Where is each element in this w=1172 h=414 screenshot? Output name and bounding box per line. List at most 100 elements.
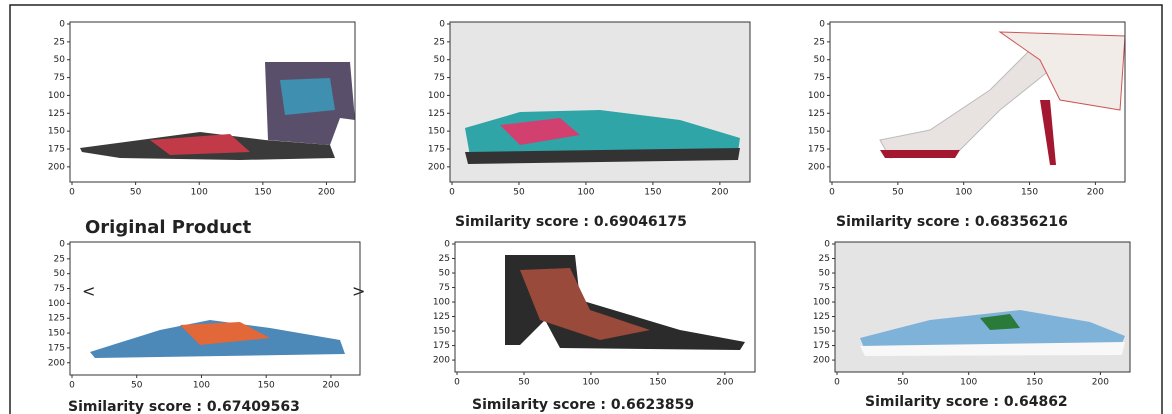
y-tick-label: 25 (54, 254, 65, 264)
x-tick-label: 100 (577, 188, 594, 198)
shoe (880, 40, 1050, 158)
y-tick-label: 50 (814, 55, 826, 65)
nav-next[interactable]: > (352, 282, 365, 301)
x-tick-label: 150 (644, 188, 661, 198)
x-tick-label: 100 (191, 188, 208, 198)
y-tick-label: 50 (54, 269, 66, 279)
x-tick-label: 100 (193, 381, 210, 391)
y-tick-label: 50 (439, 269, 451, 279)
y-tick-label: 200 (48, 358, 65, 368)
y-tick-label: 100 (433, 298, 450, 308)
caption: Similarity score : 0.64862 (865, 394, 1068, 410)
y-tick-label: 125 (433, 312, 450, 322)
y-tick-label: 25 (819, 254, 830, 264)
x-tick-label: 0 (69, 188, 75, 198)
y-tick-label: 150 (48, 329, 65, 339)
y-tick-label: 200 (428, 162, 445, 172)
x-tick-label: 50 (131, 381, 143, 391)
y-tick-label: 125 (48, 314, 65, 324)
caption: Similarity score : 0.69046175 (455, 214, 687, 230)
x-tick-label: 200 (1092, 378, 1109, 388)
x-tick-label: 150 (1021, 188, 1038, 198)
x-tick-label: 200 (711, 188, 728, 198)
x-tick-label: 0 (829, 188, 835, 198)
y-tick-label: 150 (808, 127, 825, 137)
heel (1040, 100, 1056, 165)
y-tick-label: 125 (813, 312, 830, 322)
nav-prev[interactable]: < (82, 282, 95, 301)
y-tick-label: 100 (808, 91, 825, 101)
caption: Similarity score : 0.6623859 (472, 397, 694, 413)
y-tick-label: 175 (813, 341, 830, 351)
x-tick-label: 50 (518, 378, 530, 388)
x-tick-label: 50 (897, 378, 909, 388)
x-tick-label: 200 (318, 188, 335, 198)
x-tick-label: 150 (254, 188, 271, 198)
y-tick-label: 0 (439, 20, 445, 30)
y-tick-label: 175 (48, 343, 65, 353)
x-tick-label: 100 (960, 378, 977, 388)
y-tick-label: 75 (54, 73, 65, 83)
x-tick-label: 200 (1087, 188, 1104, 198)
y-tick-label: 200 (808, 162, 825, 172)
x-tick-label: 150 (649, 378, 666, 388)
y-tick-label: 75 (54, 284, 65, 294)
y-tick-label: 50 (434, 55, 446, 65)
y-tick-label: 0 (59, 20, 65, 30)
caption: Original Product (85, 217, 252, 238)
shoe-sole (880, 150, 960, 158)
y-tick-label: 25 (434, 37, 445, 47)
y-tick-label: 50 (54, 55, 66, 65)
y-tick-label: 75 (819, 283, 830, 293)
y-tick-label: 175 (433, 341, 450, 351)
y-tick-label: 0 (819, 20, 825, 30)
page: {"axes": {"yticks": [0, 25, 50, 75, 100,… (0, 0, 1172, 414)
x-tick-label: 0 (834, 378, 840, 388)
y-tick-label: 0 (59, 240, 65, 250)
y-tick-label: 50 (819, 269, 831, 279)
x-tick-label: 150 (1026, 378, 1043, 388)
x-tick-label: 50 (130, 188, 142, 198)
y-tick-label: 175 (48, 145, 65, 155)
caption: Similarity score : 0.67409563 (68, 399, 300, 414)
y-tick-label: 125 (48, 109, 65, 119)
shoe-pattern (520, 268, 650, 340)
y-tick-label: 200 (813, 356, 830, 366)
x-tick-label: 100 (955, 188, 972, 198)
y-tick-label: 175 (428, 145, 445, 155)
x-tick-label: 100 (582, 378, 599, 388)
shoe-pattern (280, 78, 335, 115)
x-tick-label: 200 (322, 381, 339, 391)
y-tick-label: 200 (433, 356, 450, 366)
y-tick-label: 25 (54, 37, 65, 47)
y-tick-label: 0 (824, 240, 830, 250)
y-tick-label: 125 (808, 109, 825, 119)
x-tick-label: 0 (69, 381, 75, 391)
y-tick-label: 100 (813, 298, 830, 308)
y-tick-label: 150 (813, 327, 830, 337)
y-tick-label: 25 (439, 254, 450, 264)
y-tick-label: 100 (428, 91, 445, 101)
caption: Similarity score : 0.68356216 (836, 214, 1068, 230)
axes-frame (455, 242, 755, 372)
y-tick-label: 75 (439, 283, 450, 293)
y-tick-label: 100 (48, 299, 65, 309)
x-tick-label: 150 (258, 381, 275, 391)
x-tick-label: 50 (892, 188, 904, 198)
y-tick-label: 150 (433, 327, 450, 337)
y-tick-label: 150 (48, 127, 65, 137)
x-tick-label: 50 (513, 188, 525, 198)
y-tick-label: 125 (428, 109, 445, 119)
figure: < > 0 25 50 75 100 125 150 175 200 0 50 100 150 200 Or… (0, 0, 1172, 414)
y-tick-label: 75 (814, 73, 825, 83)
y-tick-label: 200 (48, 162, 65, 172)
y-tick-label: 100 (48, 91, 65, 101)
x-tick-label: 0 (454, 378, 460, 388)
y-tick-label: 75 (434, 73, 445, 83)
y-tick-label: 150 (428, 127, 445, 137)
y-tick-label: 25 (814, 37, 825, 47)
x-tick-label: 200 (716, 378, 733, 388)
y-tick-label: 0 (444, 240, 450, 250)
x-tick-label: 0 (449, 188, 455, 198)
y-tick-label: 175 (808, 145, 825, 155)
